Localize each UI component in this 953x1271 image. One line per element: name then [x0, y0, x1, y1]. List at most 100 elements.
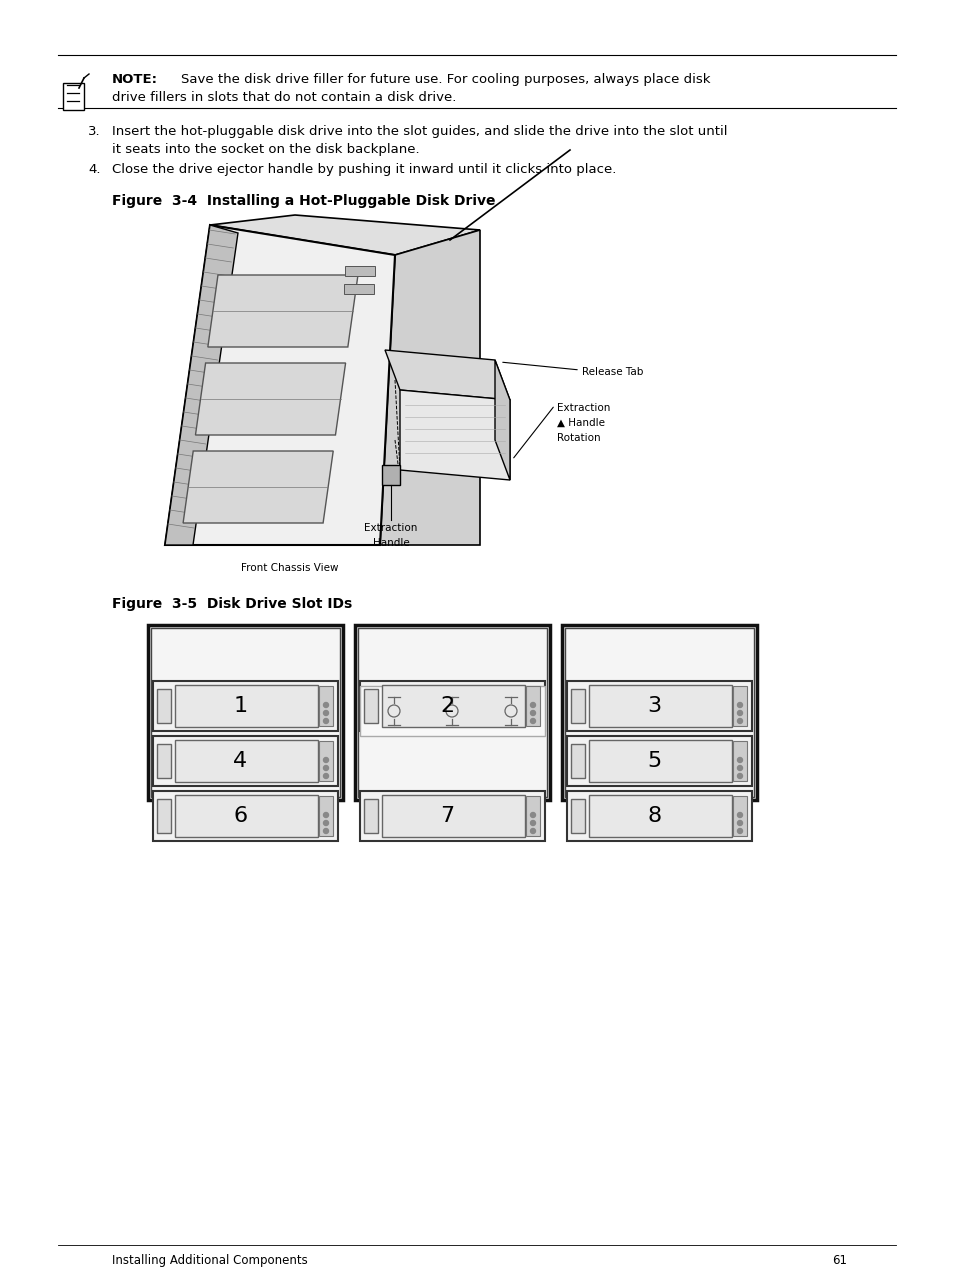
Text: Extraction: Extraction [557, 403, 610, 413]
Polygon shape [195, 364, 345, 435]
Circle shape [737, 774, 741, 779]
Text: Handle: Handle [373, 538, 409, 548]
Polygon shape [165, 225, 237, 545]
Circle shape [530, 718, 535, 723]
Text: 6: 6 [233, 806, 247, 826]
Bar [732, 686, 746, 726]
Text: Save the disk drive filler for future use. For cooling purposes, always place di: Save the disk drive filler for future us… [164, 72, 710, 86]
Text: 1: 1 [233, 697, 247, 716]
Bar [318, 741, 333, 780]
Polygon shape [399, 390, 510, 480]
Bar [174, 794, 317, 838]
Text: 8: 8 [647, 806, 660, 826]
Circle shape [530, 829, 535, 834]
Circle shape [323, 774, 328, 779]
Text: 7: 7 [440, 806, 454, 826]
Polygon shape [379, 230, 479, 545]
Text: Insert the hot-pluggable disk drive into the slot guides, and slide the drive in: Insert the hot-pluggable disk drive into… [112, 125, 727, 139]
Bar [359, 681, 544, 731]
Circle shape [530, 710, 535, 716]
Bar [152, 681, 337, 731]
Text: Figure  3-5  Disk Drive Slot IDs: Figure 3-5 Disk Drive Slot IDs [112, 597, 352, 611]
Text: Extraction: Extraction [364, 522, 417, 533]
Text: Installing Additional Components: Installing Additional Components [112, 1254, 308, 1267]
Bar [588, 794, 731, 838]
Text: Front Chassis View: Front Chassis View [241, 563, 338, 573]
Circle shape [530, 812, 535, 817]
Circle shape [323, 812, 328, 817]
Text: Close the drive ejector handle by pushing it inward until it clicks into place.: Close the drive ejector handle by pushin… [112, 163, 616, 175]
Bar [571, 744, 584, 778]
Circle shape [323, 765, 328, 770]
Text: NOTE:: NOTE: [112, 72, 158, 86]
Circle shape [323, 829, 328, 834]
Text: Release Tab: Release Tab [581, 367, 642, 377]
Circle shape [737, 718, 741, 723]
Bar [344, 266, 375, 276]
Bar [381, 685, 524, 727]
Circle shape [737, 703, 741, 708]
Bar [357, 628, 546, 797]
Bar [571, 799, 584, 833]
Circle shape [737, 829, 741, 834]
Polygon shape [208, 275, 357, 347]
Bar [381, 794, 524, 838]
Text: 4.: 4. [88, 163, 100, 175]
Bar [364, 689, 377, 723]
Bar [152, 791, 337, 841]
Bar [63, 83, 84, 111]
Polygon shape [210, 215, 479, 255]
Bar [588, 740, 731, 782]
Bar [364, 799, 377, 833]
Text: drive fillers in slots that do not contain a disk drive.: drive fillers in slots that do not conta… [112, 92, 456, 104]
Circle shape [530, 703, 535, 708]
Bar [561, 625, 757, 799]
Text: 2: 2 [440, 697, 454, 716]
Bar [318, 686, 333, 726]
Text: 3: 3 [647, 697, 660, 716]
Circle shape [323, 718, 328, 723]
Bar [566, 681, 751, 731]
Bar [732, 796, 746, 836]
Polygon shape [495, 360, 510, 480]
Text: 5: 5 [647, 751, 661, 771]
Bar [157, 689, 171, 723]
Bar [157, 744, 171, 778]
Bar [151, 628, 339, 797]
Bar [732, 741, 746, 780]
Circle shape [737, 710, 741, 716]
Bar [566, 791, 751, 841]
Text: Figure  3-4  Installing a Hot-Pluggable Disk Drive: Figure 3-4 Installing a Hot-Pluggable Di… [112, 194, 495, 208]
Polygon shape [165, 225, 395, 545]
Text: ▲ Handle: ▲ Handle [557, 418, 604, 428]
Bar [174, 685, 317, 727]
Circle shape [530, 821, 535, 825]
Bar [148, 625, 343, 799]
Circle shape [737, 765, 741, 770]
Bar [355, 625, 550, 799]
Circle shape [323, 710, 328, 716]
Circle shape [323, 703, 328, 708]
Bar [566, 736, 751, 785]
Bar [525, 796, 539, 836]
Text: Rotation: Rotation [557, 433, 600, 444]
Bar [318, 796, 333, 836]
Polygon shape [381, 465, 399, 486]
Polygon shape [183, 451, 333, 522]
Circle shape [737, 821, 741, 825]
Circle shape [323, 821, 328, 825]
Text: 3.: 3. [88, 125, 100, 139]
Bar [174, 740, 317, 782]
Bar [588, 685, 731, 727]
Circle shape [737, 758, 741, 763]
Text: 4: 4 [233, 751, 247, 771]
Polygon shape [385, 350, 510, 400]
Bar [359, 791, 544, 841]
Bar [564, 628, 753, 797]
Bar [343, 283, 374, 294]
Bar [359, 686, 544, 736]
Bar [157, 799, 171, 833]
Text: 61: 61 [832, 1254, 846, 1267]
Bar [152, 736, 337, 785]
Circle shape [737, 812, 741, 817]
